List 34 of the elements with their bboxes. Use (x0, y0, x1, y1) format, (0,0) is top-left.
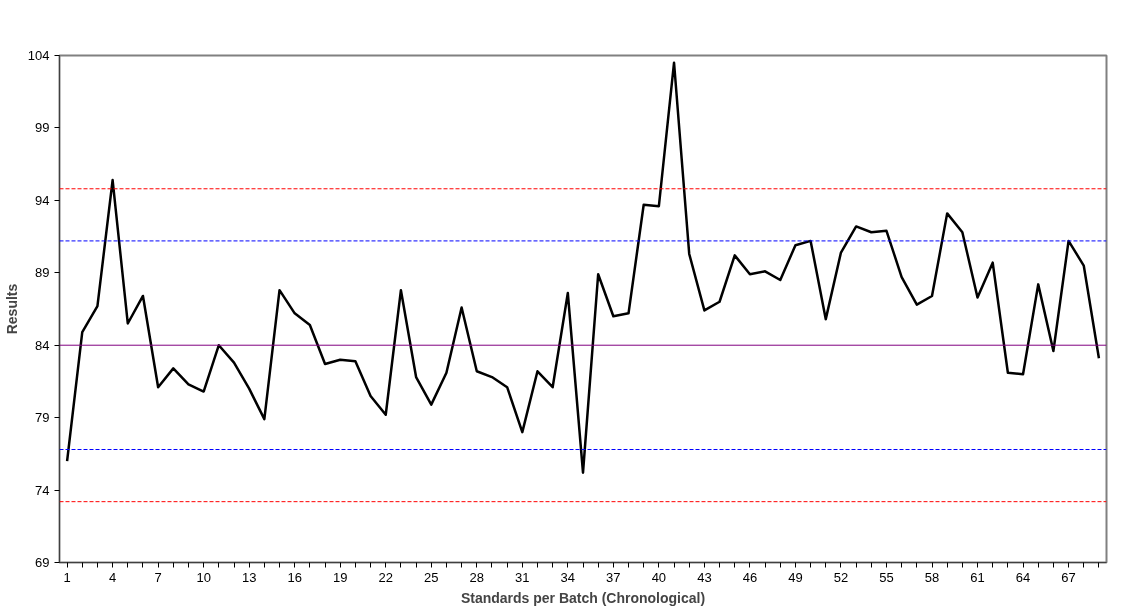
x-tick-label: 61 (970, 569, 985, 585)
x-tick-label: 37 (606, 569, 621, 585)
x-tick-label: 46 (742, 569, 758, 585)
x-tick-label: 52 (833, 569, 849, 585)
y-tick-label: 79 (35, 410, 50, 426)
x-tick-label: 19 (332, 569, 348, 585)
y-axis-title: Results (3, 283, 20, 335)
x-tick-label: 1 (63, 569, 71, 585)
x-tick-label: 31 (515, 569, 530, 585)
y-tick-label: 89 (35, 265, 50, 281)
x-tick-label: 67 (1061, 569, 1076, 585)
x-tick-label: 43 (697, 569, 712, 585)
x-axis-title: Standards per Batch (Chronological) (460, 589, 706, 606)
x-tick-label: 64 (1015, 569, 1031, 585)
x-tick-label: 16 (287, 569, 302, 585)
x-tick-label: 40 (651, 569, 667, 585)
x-tick-label: 55 (879, 569, 894, 585)
y-tick-label: 104 (27, 48, 50, 63)
x-tick-label: 49 (788, 569, 803, 585)
y-tick-label: 74 (35, 482, 50, 498)
x-tick-label: 7 (154, 569, 162, 585)
y-tick-label: 99 (35, 120, 50, 136)
x-tick-label: 22 (378, 569, 393, 585)
y-tick-label: 69 (35, 555, 50, 570)
x-tick-label: 10 (196, 569, 211, 585)
x-tick-label: 25 (424, 569, 439, 585)
x-tick-label: 13 (241, 569, 257, 585)
x-tick-label: 58 (924, 569, 940, 585)
y-tick-label: 94 (35, 192, 50, 208)
line-series (65, 61, 1101, 474)
y-tick-label: 84 (35, 337, 50, 353)
x-tick-label: 34 (560, 569, 576, 585)
x-tick-label: 28 (469, 569, 485, 585)
x-tick-label: 4 (108, 569, 117, 585)
